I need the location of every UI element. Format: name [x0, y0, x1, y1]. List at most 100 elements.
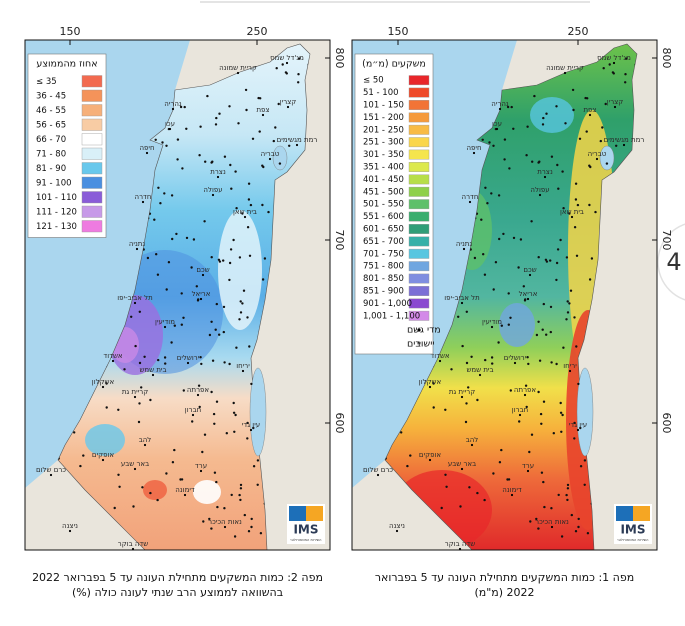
rain-gauge	[473, 256, 477, 260]
rain-gauge	[569, 289, 573, 292]
border	[384, 43, 638, 551]
rain-gauge	[445, 485, 448, 488]
place-label: נהריה	[164, 100, 182, 108]
legend-label: 851 - 900	[363, 287, 404, 297]
rain-gauge	[164, 362, 167, 365]
place-label: נאות הכיכר	[535, 518, 569, 526]
rain-gauge	[137, 420, 141, 424]
rain-gauge	[542, 480, 545, 484]
rain-gauge	[588, 278, 592, 281]
caption-line: מפה 2: כמות המשקעים מתחילת העונה עד 5 בפ…	[32, 571, 323, 584]
legend-label: 81 - 90	[36, 164, 66, 174]
rain-gauge	[246, 226, 250, 229]
caption-line: מפה 1: כמות המשקעים מתחילת העונה עד 5 בפ…	[375, 571, 634, 584]
rain-gauge	[261, 164, 264, 167]
legend-swatch	[408, 248, 430, 259]
legend-label: 71 - 80	[36, 149, 66, 159]
settlement-marker	[151, 373, 155, 377]
rain-gauge	[542, 400, 546, 403]
settlement-marker	[49, 473, 53, 477]
legend-swatch	[408, 261, 430, 272]
rain-gauge	[167, 261, 171, 264]
rain-gauge	[535, 517, 538, 521]
rain-gauge	[278, 162, 282, 165]
settlement-marker	[163, 325, 167, 329]
place-label: כרם שלום	[363, 466, 393, 474]
rain-gauge	[540, 471, 544, 474]
map-frame	[24, 39, 331, 551]
settlement-marker	[143, 443, 147, 447]
rain-gauge	[185, 236, 189, 240]
rain-gauge	[247, 182, 251, 185]
page-badge-circle[interactable]	[657, 222, 685, 302]
rain-gauge	[117, 408, 120, 411]
rain-gauge	[218, 112, 221, 115]
rain-gauge	[232, 401, 235, 405]
place-label: צפת	[256, 106, 269, 114]
page-badge[interactable]: 4	[666, 248, 681, 276]
rain-gauge	[588, 164, 591, 167]
rain-gauge	[409, 454, 412, 457]
place-label: נתניה	[129, 240, 146, 248]
rain-gauge	[195, 285, 198, 288]
rain-gauge	[507, 292, 510, 295]
rain-gauge	[497, 194, 501, 197]
rain-gauge	[465, 361, 469, 365]
logo-orange	[306, 506, 323, 521]
rain-gauge	[157, 358, 160, 362]
settlement-marker	[622, 143, 626, 147]
rain-gauge	[259, 97, 262, 100]
rain-gauge	[208, 517, 211, 521]
rain-gauge	[261, 278, 265, 281]
legend-label: 201 - 250	[363, 125, 404, 135]
rain-gauge	[247, 198, 251, 201]
rain-gauge	[149, 491, 152, 495]
rain-gauge	[549, 305, 553, 309]
legend-label: 101 - 110	[36, 193, 77, 203]
legend-label: 751 - 800	[363, 262, 404, 272]
axis-top-label: 150	[388, 25, 409, 38]
place-label: עין גדי	[569, 421, 587, 429]
rain-gauge	[564, 122, 567, 125]
rain-gauge	[583, 483, 586, 486]
rain-gauge	[510, 105, 513, 109]
rain-gauge	[165, 288, 168, 291]
legend-label: 651 - 700	[363, 237, 404, 247]
legend-swatch	[408, 137, 430, 148]
rain-gauge	[258, 130, 261, 133]
rain-gauge	[571, 88, 575, 92]
legend-label: 801 - 850	[363, 274, 404, 284]
legend-swatch	[81, 205, 103, 218]
rain-gauge	[550, 507, 553, 510]
rain-gauge	[261, 203, 264, 207]
rain-gauge	[210, 320, 213, 323]
rain-gauge	[566, 311, 570, 314]
rain-gauge	[228, 278, 231, 282]
rain-gauge	[239, 498, 242, 502]
rain-gauge	[542, 302, 545, 306]
settlement-marker	[428, 385, 432, 389]
legend-label: 301 - 350	[363, 150, 404, 160]
legend-title: אחוז מהממוצע	[36, 59, 97, 70]
rain-gauge	[400, 431, 403, 434]
rain-gauge	[476, 491, 479, 495]
legend-swatch	[408, 100, 430, 110]
legend-label: 66 - 70	[36, 135, 66, 145]
place-label: עין גדי	[242, 421, 260, 429]
place-label: מג'דל שמס	[270, 54, 304, 62]
settlement-marker	[101, 385, 105, 389]
rain-gauge	[577, 382, 580, 386]
rain-gauge	[192, 238, 196, 241]
settlement-marker	[438, 359, 442, 363]
settlement-marker	[236, 71, 240, 75]
rain-gauge	[230, 187, 233, 190]
rain-gauge	[526, 356, 529, 359]
settlement-marker	[595, 157, 599, 161]
rain-gauge	[225, 432, 228, 435]
rain-gauge	[588, 203, 591, 207]
rain-gauge	[602, 67, 605, 70]
place-label: ניצנה	[389, 522, 405, 530]
settlement-marker	[526, 469, 530, 473]
rain-gauge	[492, 144, 495, 147]
settlement-marker	[141, 200, 145, 204]
